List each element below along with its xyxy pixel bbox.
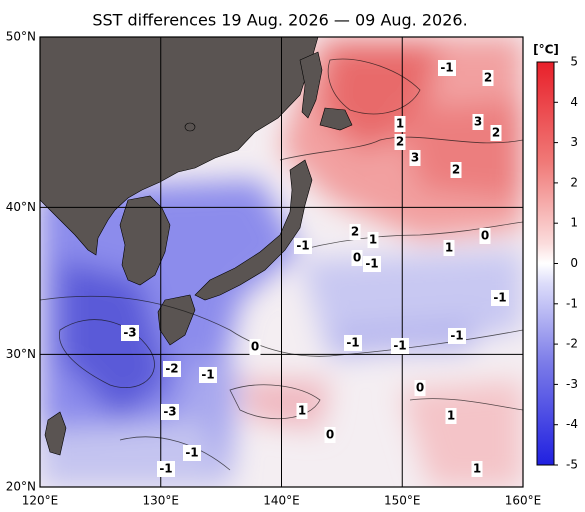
contour-label: 0 xyxy=(326,428,334,442)
contour-label-box xyxy=(199,367,217,383)
axes-ticks: 120°E 130°E 140°E 150°E 160°E 20°N 30°N 40°N 50°… xyxy=(6,30,578,508)
colorbar-tick-label: -4 xyxy=(566,417,578,431)
colorbar-tick-label: 5 xyxy=(570,55,578,69)
contour-label-box xyxy=(491,290,509,306)
contour-label: -1 xyxy=(393,339,406,353)
contour-label: 2 xyxy=(484,71,492,85)
contour-label-box xyxy=(349,224,361,240)
contour-label-box xyxy=(479,228,491,244)
contour-label-box xyxy=(394,134,406,150)
contour-label: 1 xyxy=(369,233,377,247)
contour-label-box xyxy=(161,404,179,420)
colorbar-tick-label: 3 xyxy=(570,135,578,149)
colorbar-unit: [°C] xyxy=(533,43,559,57)
contour-label-box xyxy=(482,70,494,86)
contour-label-box xyxy=(450,162,462,178)
colorbar-tick-label: 2 xyxy=(570,175,578,189)
lat-tick-label: 30°N xyxy=(6,347,36,361)
contour-label: 0 xyxy=(353,251,361,265)
contour-label-box xyxy=(391,338,409,354)
contour-label-box xyxy=(471,461,483,477)
contour-label: -3 xyxy=(163,405,176,419)
contour-label: 1 xyxy=(473,462,481,476)
lat-tick-label: 40°N xyxy=(6,200,36,214)
lat-tick-label: 50°N xyxy=(6,30,36,44)
contour-label: -3 xyxy=(123,326,136,340)
contour-label: 1 xyxy=(447,409,455,423)
contour-label: -2 xyxy=(165,362,178,376)
contour-label: 3 xyxy=(411,151,419,165)
map-title: SST differences 19 Aug. 2026 — 09 Aug. 2… xyxy=(92,11,467,30)
contour-label: 2 xyxy=(396,135,404,149)
colorbar-tick-label: -5 xyxy=(566,458,578,472)
contour-label-box xyxy=(367,232,379,248)
contour-label-box xyxy=(296,403,308,419)
lon-tick-label: 160°E xyxy=(505,494,542,508)
contour-label-box xyxy=(472,114,484,130)
contour-label: 3 xyxy=(474,115,482,129)
contour-label: 1 xyxy=(396,117,404,131)
lon-tick-label: 130°E xyxy=(143,494,180,508)
contour-label: 1 xyxy=(298,404,306,418)
contour-label-box xyxy=(324,427,336,443)
contour-label-box xyxy=(443,240,455,256)
land xyxy=(40,37,353,456)
contour-label: -1 xyxy=(346,336,359,350)
contour-label: 0 xyxy=(481,229,489,243)
contour-label: 1 xyxy=(445,241,453,255)
contour-label: 0 xyxy=(416,381,424,395)
contour-label-box xyxy=(249,339,261,355)
contour-label-box xyxy=(409,150,421,166)
contour-label-box xyxy=(121,325,139,341)
colorbar-tick-label: 4 xyxy=(570,95,578,109)
contour-label: -1 xyxy=(296,239,309,253)
colorbar-tick-label: -3 xyxy=(566,377,578,391)
contour-label-box xyxy=(157,461,175,477)
contour-label: 2 xyxy=(452,163,460,177)
contour-label: -1 xyxy=(159,462,172,476)
contour-label: -1 xyxy=(440,61,453,75)
map-frame xyxy=(39,36,524,488)
contour-label-box xyxy=(163,361,181,377)
contour-label-box xyxy=(394,116,406,132)
contour-label: -1 xyxy=(450,329,463,343)
contour-label-box xyxy=(448,328,466,344)
colorbar-tick-label: 0 xyxy=(570,256,578,270)
contour-label: 2 xyxy=(492,126,500,140)
contour-label-box xyxy=(294,238,312,254)
contour-label: 0 xyxy=(251,340,259,354)
contour-label: -1 xyxy=(365,257,378,271)
contour-label-box xyxy=(414,380,426,396)
contours xyxy=(40,58,523,471)
contour-label: -1 xyxy=(185,446,198,460)
contour-label: -1 xyxy=(201,368,214,382)
contour-label: -1 xyxy=(493,291,506,305)
colorbar xyxy=(536,61,555,466)
contour-label-box xyxy=(351,250,363,266)
lat-tick-label: 20°N xyxy=(6,480,36,494)
contour-label: 2 xyxy=(351,225,359,239)
graticule xyxy=(40,37,523,487)
lon-tick-label: 150°E xyxy=(384,494,421,508)
contour-label-box xyxy=(490,125,502,141)
colorbar-tick-label: -2 xyxy=(566,337,578,351)
colorbar-tick-label: 1 xyxy=(570,216,578,230)
colorbar-tick-label: -1 xyxy=(566,296,578,310)
lon-tick-label: 140°E xyxy=(263,494,300,508)
contour-label-box xyxy=(183,445,201,461)
lon-tick-label: 120°E xyxy=(22,494,59,508)
contour-label-box xyxy=(344,335,362,351)
contour-label-box xyxy=(445,408,457,424)
contour-label-box xyxy=(363,256,381,272)
contour-label-box xyxy=(438,60,456,76)
